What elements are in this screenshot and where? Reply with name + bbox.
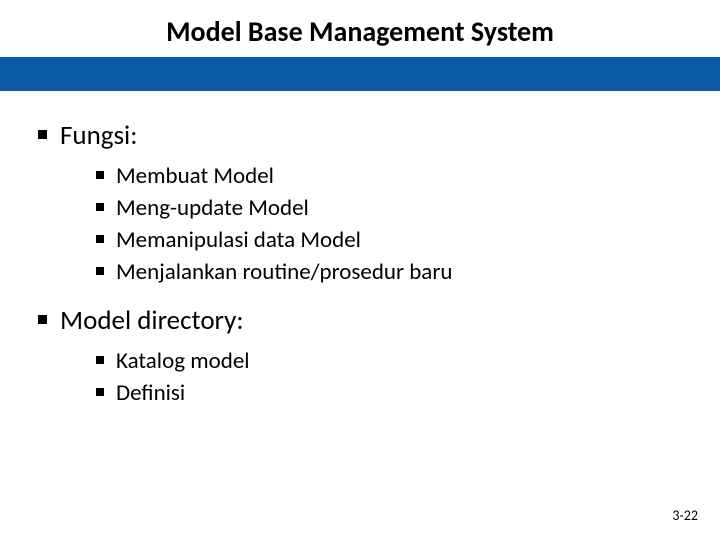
section-heading: Fungsi: xyxy=(60,119,137,152)
sub-bullet-item: Katalog model xyxy=(94,347,686,375)
sub-bullet-text: Meng-update Model xyxy=(116,194,309,222)
sub-bullet-text: Memanipulasi data Model xyxy=(116,226,361,254)
section-heading: Model directory: xyxy=(60,304,244,337)
sub-bullet-list: Membuat Model Meng-update Model Memanipu… xyxy=(94,162,686,286)
slide-number: 3-22 xyxy=(672,507,698,524)
title-band: Model Base Management System xyxy=(0,0,720,91)
sub-bullet-item: Membuat Model xyxy=(94,162,686,190)
sub-bullet-item: Memanipulasi data Model xyxy=(94,226,686,254)
sub-bullet-item: Menjalankan routine/prosedur baru xyxy=(94,258,686,286)
top-bullet-list: Fungsi: Membuat Model Meng-update Model … xyxy=(34,119,686,407)
slide-content: Fungsi: Membuat Model Meng-update Model … xyxy=(0,91,720,407)
sub-bullet-text: Definisi xyxy=(116,379,185,407)
sub-bullet-text: Katalog model xyxy=(116,347,250,375)
title-blue-bar xyxy=(0,57,720,91)
top-bullet-item: Fungsi: Membuat Model Meng-update Model … xyxy=(34,119,686,286)
sub-bullet-list: Katalog model Definisi xyxy=(94,347,686,407)
slide-title: Model Base Management System xyxy=(0,0,720,57)
sub-bullet-item: Definisi xyxy=(94,379,686,407)
top-bullet-item: Model directory: Katalog model Definisi xyxy=(34,304,686,407)
sub-bullet-item: Meng-update Model xyxy=(94,194,686,222)
sub-bullet-text: Membuat Model xyxy=(116,162,274,190)
sub-bullet-text: Menjalankan routine/prosedur baru xyxy=(116,258,452,286)
